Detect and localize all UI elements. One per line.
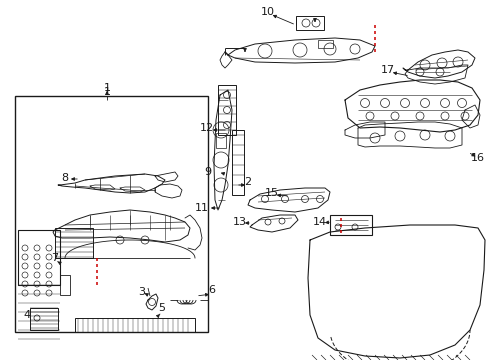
Text: 3: 3 [138,287,145,297]
Text: 8: 8 [61,173,68,183]
Text: 1: 1 [103,83,110,93]
Text: 7: 7 [51,253,59,263]
Bar [15,96,207,332]
Bar [18,230,60,285]
Text: 12: 12 [200,123,214,133]
Bar [216,133,225,148]
Bar [30,308,58,330]
Bar [231,130,244,195]
Bar [329,215,371,235]
Text: 16: 16 [470,153,484,163]
Bar [218,85,236,135]
Bar [55,228,93,258]
Text: 6: 6 [208,285,215,295]
Text: 13: 13 [232,217,246,227]
Text: 15: 15 [264,188,279,198]
Text: 2: 2 [244,177,251,187]
Text: 5: 5 [158,303,165,313]
Text: 10: 10 [261,7,274,17]
Bar [317,40,332,48]
Text: 11: 11 [195,203,208,213]
Text: 9: 9 [204,167,211,177]
Bar [60,275,70,295]
Bar [295,16,324,30]
Text: 17: 17 [380,65,394,75]
Text: 14: 14 [312,217,326,227]
Bar [75,318,195,332]
Text: 4: 4 [23,310,30,320]
Text: 1: 1 [103,87,110,97]
